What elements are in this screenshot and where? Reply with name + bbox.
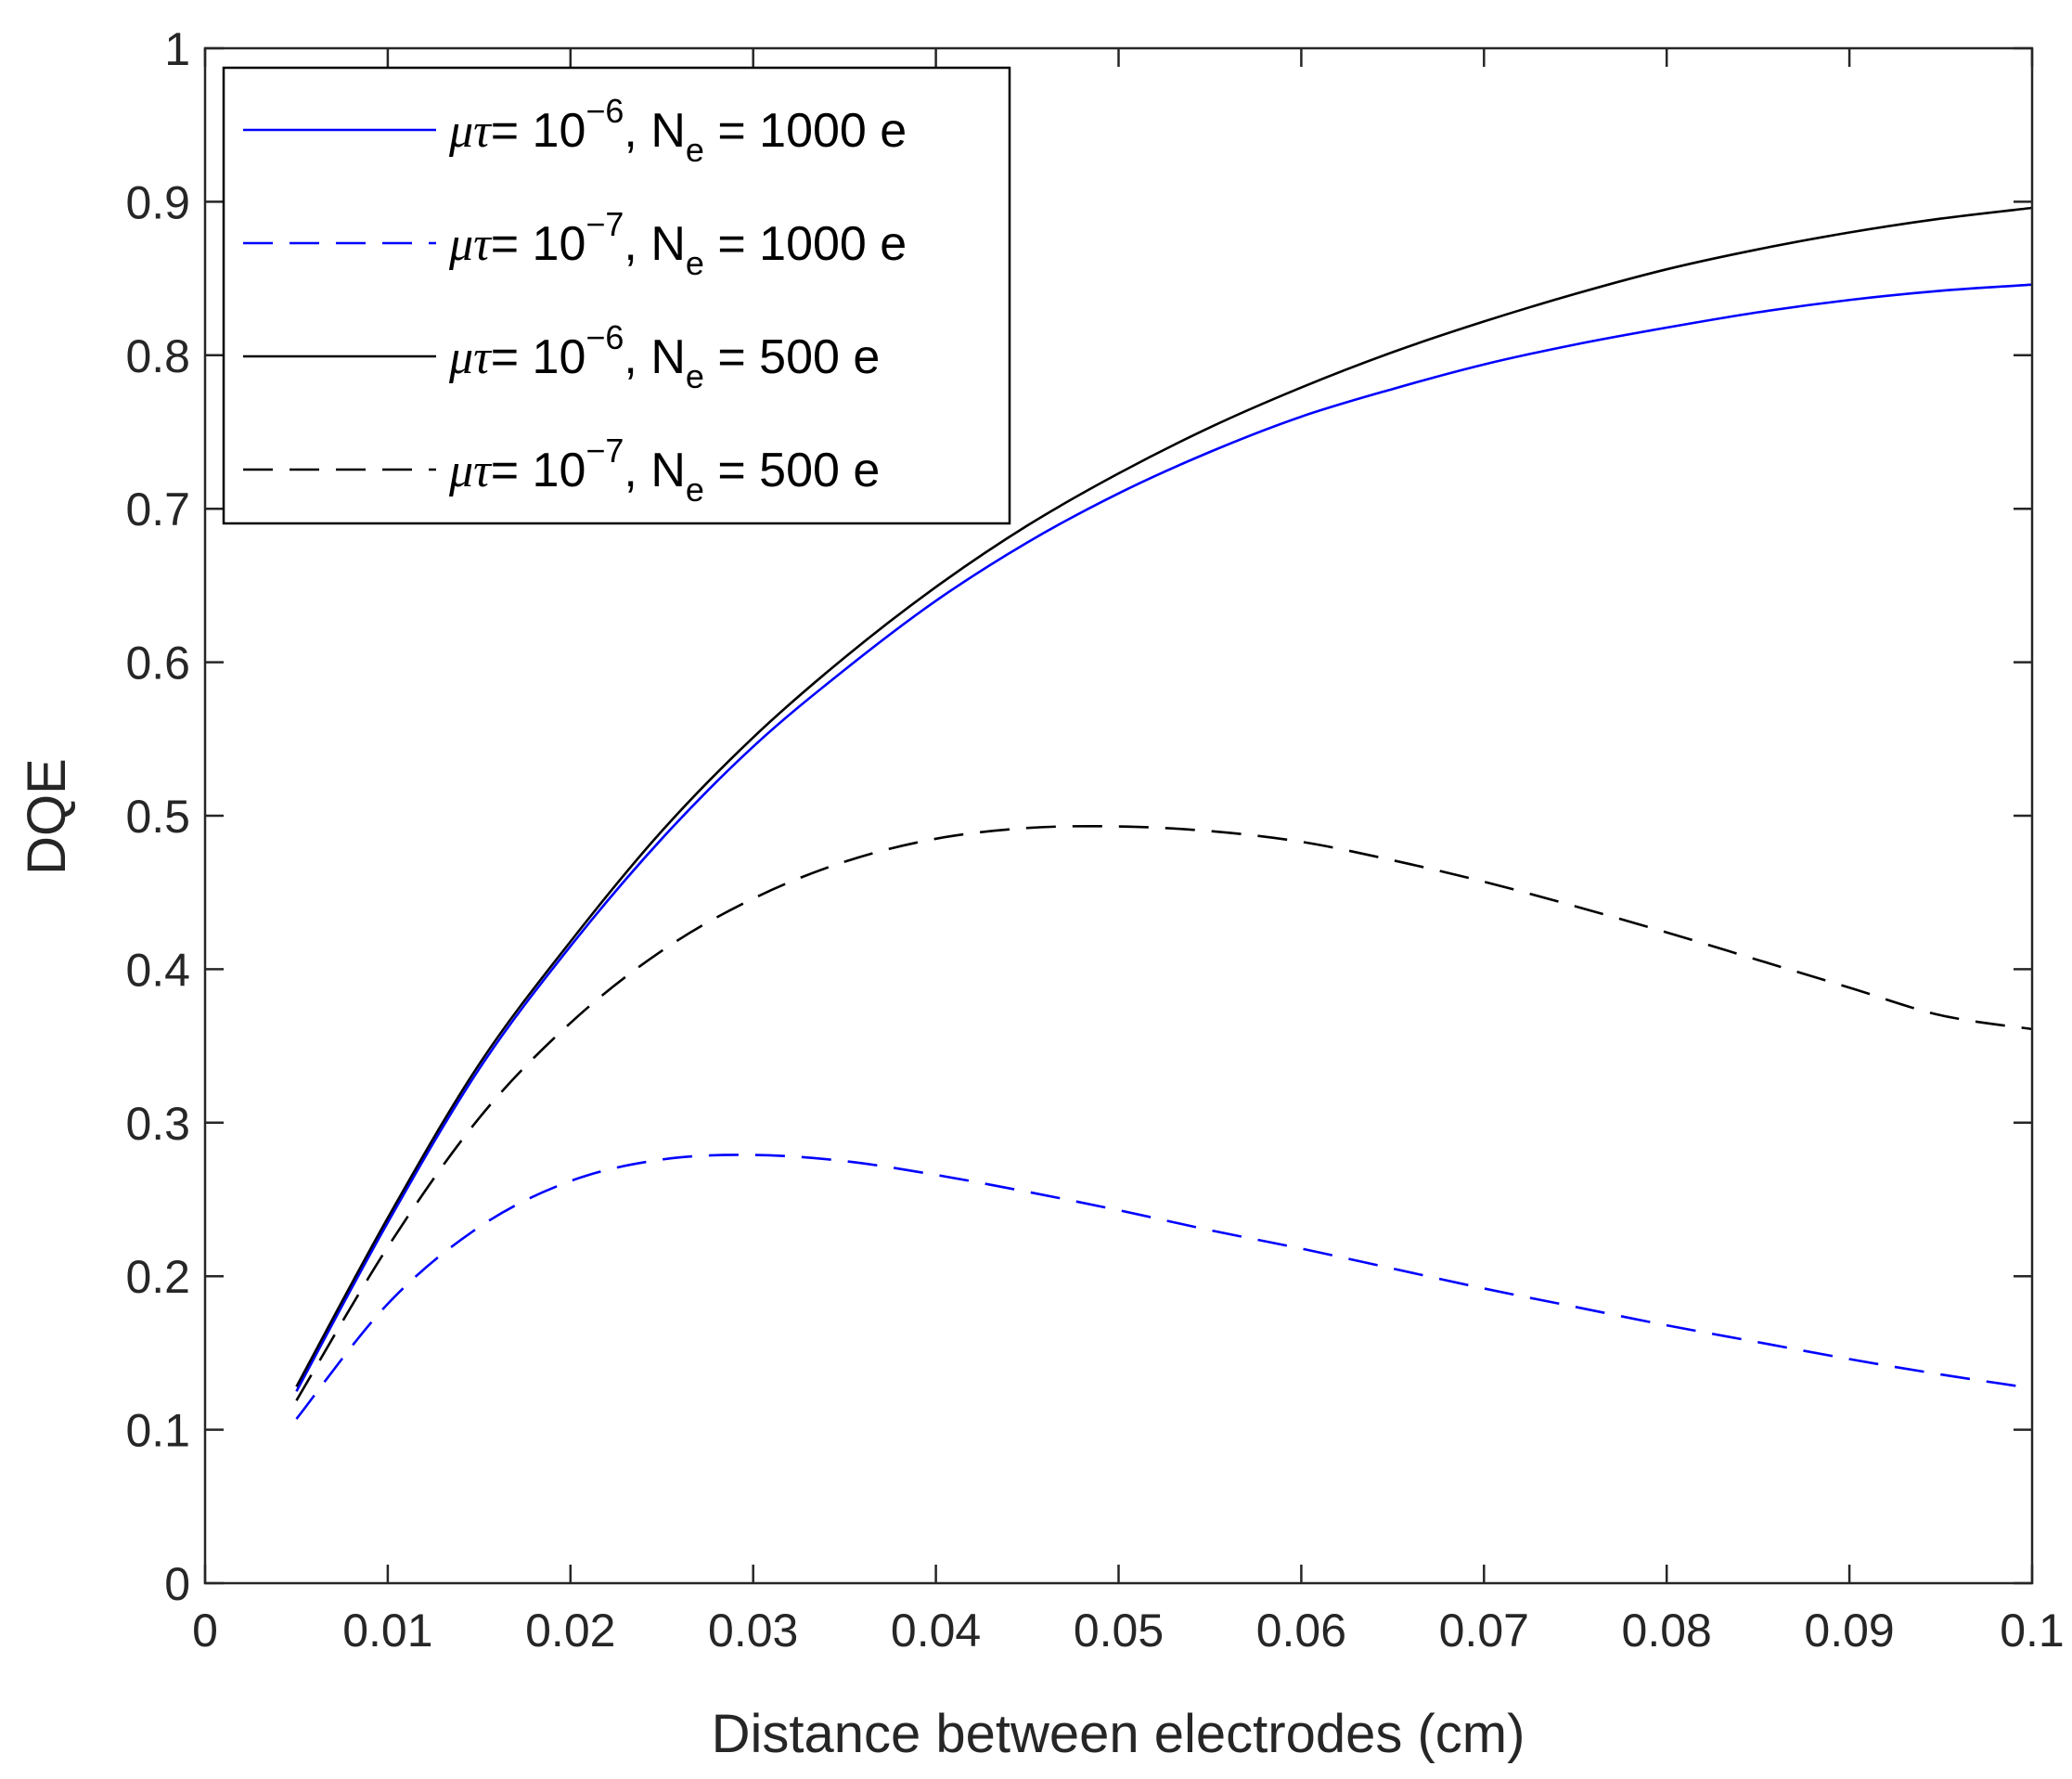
x-tick-label: 0.06 — [1256, 1605, 1346, 1657]
x-axis-label: Distance between electrodes (cm) — [712, 1704, 1525, 1764]
legend-label-4: μτ= 10−7, Ne = 500 e — [448, 432, 880, 509]
x-tick-label: 0.04 — [891, 1605, 981, 1657]
x-tick-label: 0.08 — [1622, 1605, 1712, 1657]
y-tick-label: 0 — [164, 1558, 190, 1610]
legend-label-3: μτ= 10−6, Ne = 500 e — [448, 318, 880, 395]
y-tick-label: 0.4 — [125, 944, 190, 996]
x-tick-label: 0.1 — [2000, 1605, 2065, 1657]
y-tick-label: 0.3 — [125, 1098, 190, 1150]
series-line-3 — [295, 206, 2033, 1387]
y-tick-label: 0.5 — [125, 791, 190, 843]
legend-label-1: μτ= 10−6, Ne = 1000 e — [448, 92, 907, 169]
y-axis-label: DQE — [17, 758, 77, 875]
y-tick-label: 1 — [164, 23, 190, 75]
x-tick-label: 0 — [192, 1605, 218, 1657]
legend-box — [222, 66, 1011, 525]
y-tick-label: 0.8 — [125, 330, 190, 382]
tick-labels: 0 0.01 0.02 0.03 0.04 0.05 0.06 0.07 0.08 0.09 0.1… — [125, 23, 2064, 1657]
x-tick-label: 0.01 — [342, 1605, 432, 1657]
series-line-4 — [295, 824, 2033, 1401]
x-tick-label: 0.07 — [1439, 1605, 1529, 1657]
x-tick-label: 0.03 — [708, 1605, 798, 1657]
legend: μτ= 10−6, Ne = 1000 e μτ= 10−7, Ne = 1000… — [222, 66, 1011, 525]
legend-label-2: μτ= 10−7, Ne = 1000 e — [448, 205, 907, 282]
y-tick-label: 0.9 — [125, 176, 190, 228]
series-layer — [295, 206, 2033, 1420]
series-line-1 — [295, 283, 2033, 1392]
series-line-2 — [295, 1154, 2033, 1420]
y-tick-label: 0.2 — [125, 1251, 190, 1303]
x-tick-label: 0.05 — [1074, 1605, 1164, 1657]
x-tick-label: 0.09 — [1804, 1605, 1894, 1657]
y-tick-label: 0.6 — [125, 638, 190, 690]
axes-box — [203, 46, 2034, 1585]
x-tick-label: 0.02 — [525, 1605, 615, 1657]
y-tick-label: 0.7 — [125, 483, 190, 535]
y-tick-label: 0.1 — [125, 1405, 190, 1457]
